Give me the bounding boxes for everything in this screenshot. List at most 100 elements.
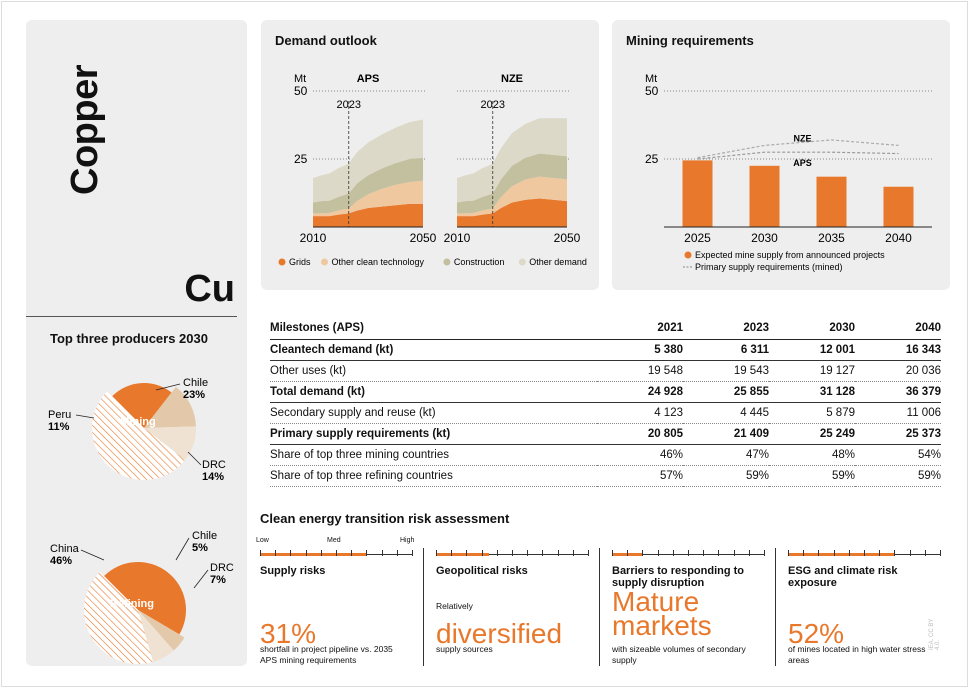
y-tick-label: 50 [294, 84, 308, 98]
table-row: Other uses (kt) 19 548 19 543 19 127 20 036 [270, 360, 941, 382]
risk-headline: 52% [788, 618, 845, 649]
table-cell: 59% [855, 465, 941, 487]
table-cell: 46% [597, 444, 683, 466]
table-cell: 4 123 [597, 402, 683, 424]
scale-tick [818, 550, 820, 556]
y-tick-label: 50 [645, 84, 659, 98]
table-cell: 24 928 [597, 381, 683, 403]
scale-tick [496, 550, 498, 556]
table-cell: 19 543 [683, 360, 769, 382]
pie-slice [112, 383, 172, 428]
pie-slice-pct: 23% [183, 389, 205, 401]
risk-level-bar [788, 553, 895, 556]
pie-center-label: Mining [120, 416, 155, 428]
row-label: Total demand (kt) [270, 381, 597, 403]
pie-slice-rest [91, 391, 186, 481]
y-tick-label: 25 [645, 152, 659, 166]
scale-tick [764, 550, 765, 556]
marker-year-label: 2023 [337, 99, 361, 111]
table-cell: 5 879 [769, 402, 855, 424]
risk-description: shortfall in project pipeline vs. 2035 A… [260, 644, 393, 665]
row-label: Primary supply requirements (kt) [270, 423, 597, 445]
risk-scale [788, 550, 941, 558]
row-label: Other uses (kt) [270, 360, 597, 382]
scale-tick [557, 550, 559, 556]
scale-tick [940, 550, 941, 556]
pie-leader [175, 537, 190, 561]
pie-slice-name: Peru [48, 409, 71, 421]
y-unit-label: Mt [294, 73, 306, 85]
pie-slice-pct: 14% [202, 471, 224, 483]
bar [883, 186, 914, 227]
risk-scale [612, 550, 765, 558]
milestones-table: Milestones (APS) 2021 2023 2030 2040 Cle… [270, 318, 941, 487]
pie-center-label: Refining [110, 598, 154, 610]
table-cell: 25 855 [683, 381, 769, 403]
table-cell: 6 311 [683, 339, 769, 361]
pie-slice-pct: 7% [210, 574, 226, 586]
scale-tick [572, 550, 574, 556]
area-construction [313, 157, 423, 214]
table-cell: 54% [855, 444, 941, 466]
table-cell: 16 343 [855, 339, 941, 361]
area-other-clean-technology [457, 176, 567, 217]
table-cell: 57% [597, 465, 683, 487]
table-header: 2021 [597, 318, 683, 340]
table-cell: 5 380 [597, 339, 683, 361]
scale-tick [909, 550, 911, 556]
risk-prefix: Relatively [436, 601, 473, 611]
table-cell: 25 249 [769, 423, 855, 445]
table-cell: 31 128 [769, 381, 855, 403]
scale-tick [718, 550, 720, 556]
legend-label: Primary supply requirements (mined) [695, 262, 843, 272]
risk-scale [260, 550, 413, 558]
scale-tick [336, 550, 337, 556]
scale-tick [657, 550, 659, 556]
scale-tick [542, 550, 544, 556]
legend-marker [684, 251, 692, 259]
legend-marker [443, 258, 451, 266]
divider [26, 316, 237, 317]
demand-outlook-panel: Demand outlook Mt 25 50 2023 APS 2010 2050 2023… [261, 20, 599, 290]
legend-label: Expected mine supply from announced proj… [695, 250, 885, 260]
scale-tick [451, 550, 453, 556]
table-cell: 59% [769, 465, 855, 487]
pie-slice [144, 386, 196, 428]
pie-slice-pct: 11% [48, 421, 70, 433]
scenario-label: NZE [501, 73, 523, 85]
mining-chart: Mt 25 50 2025 2030 2035 2040 NZE APS Expected min… [645, 73, 932, 272]
scale-tick [512, 550, 513, 556]
pie-slice-name: China [50, 543, 80, 555]
legend-label: Other demand [529, 257, 587, 267]
risk-name: Supply risks [260, 565, 326, 577]
table-cell: 12 001 [769, 339, 855, 361]
legend-marker [278, 258, 286, 266]
scale-tick [436, 550, 437, 556]
x-tick-label: 2040 [885, 231, 912, 245]
pie-slice [144, 426, 196, 460]
scale-tick [588, 550, 589, 556]
row-label: Cleantech demand (kt) [270, 339, 597, 361]
table-row: Total demand (kt) 24 928 25 855 31 128 36 37… [270, 381, 941, 403]
legend-marker [518, 258, 526, 266]
risk-description: with sizeable volumes of secondary suppl… [612, 644, 746, 665]
x-tick-label: 2030 [751, 231, 778, 245]
pie-leader [193, 569, 209, 589]
table-header-row: Milestones (APS) 2021 2023 2030 2040 [270, 318, 941, 340]
scale-tick [320, 550, 322, 556]
pie-slice [104, 562, 186, 635]
pie-leader [155, 383, 181, 391]
watermark: IEA. CC BY 4.0. [929, 618, 941, 650]
risk-card: Geopolitical risks Relatively diversified s… [436, 540, 589, 668]
scale-tick [864, 550, 865, 556]
mining-requirements-panel: Mining requirements Mt 25 50 2025 2030 2035 20… [612, 20, 950, 290]
area-other-demand [457, 118, 567, 203]
risk-description: supply sources [436, 644, 493, 654]
risk-separator [599, 548, 600, 666]
risk-level-bar [260, 553, 367, 556]
risk-headline: diversified [436, 618, 563, 649]
x-tick-label: 2025 [684, 231, 711, 245]
demand-title: Demand outlook [275, 33, 377, 48]
